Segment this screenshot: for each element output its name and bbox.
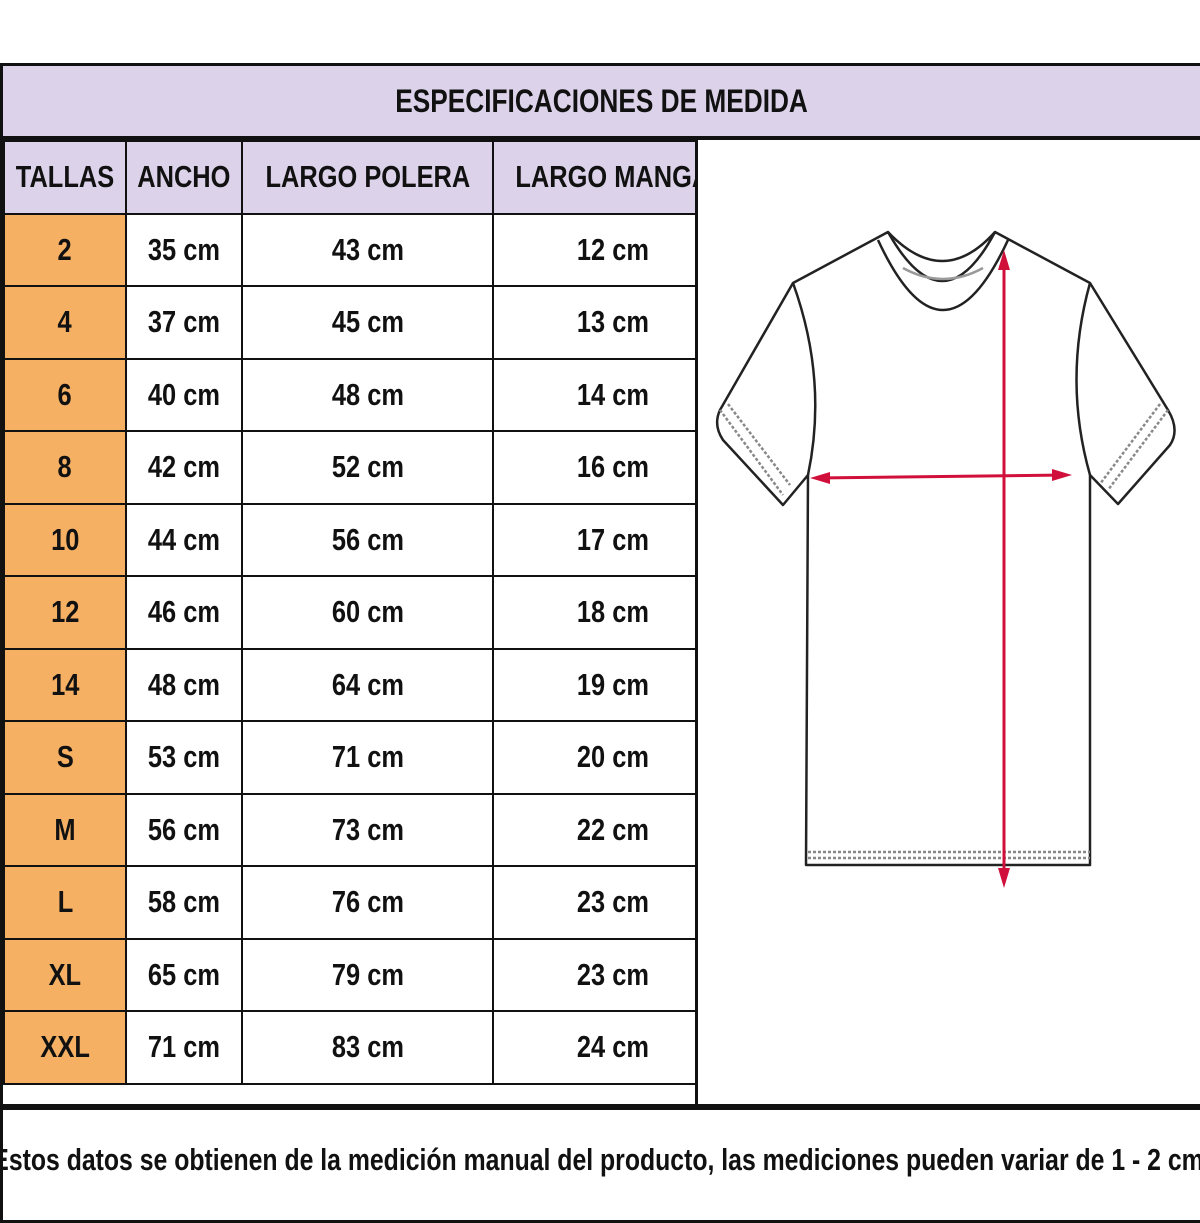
measurement-cell: 46 cm <box>124 575 243 650</box>
measurement-cell: 44 cm <box>124 502 243 577</box>
table-row: 6 40 cm 48 cm 14 cm <box>3 357 735 432</box>
table-row: 10 44 cm 56 cm 17 cm <box>3 502 735 577</box>
size-cell: M <box>3 792 127 867</box>
measurement-cell: 73 cm <box>240 792 495 867</box>
measurement-cell: 23 cm <box>492 937 735 1012</box>
measurement-cell: 56 cm <box>240 502 495 577</box>
table-row: M 56 cm 73 cm 22 cm <box>3 792 735 867</box>
measurement-cell: 71 cm <box>240 720 495 795</box>
measurement-cell: 22 cm <box>492 792 735 867</box>
table-row: L 58 cm 76 cm 23 cm <box>3 865 735 940</box>
measurement-cell: 13 cm <box>492 285 735 360</box>
measurement-cell: 40 cm <box>124 357 243 432</box>
size-cell: 2 <box>3 212 127 287</box>
measurement-cell: 16 cm <box>492 430 735 505</box>
page-title: ESPECIFICACIONES DE MEDIDA <box>3 66 1200 140</box>
column-header: TALLAS <box>3 140 127 215</box>
measurement-cell: 42 cm <box>124 430 243 505</box>
size-cell: 10 <box>3 502 127 577</box>
column-header: LARGO MANGA <box>492 140 735 215</box>
measurement-cell: 45 cm <box>240 285 495 360</box>
divider <box>0 1104 1200 1110</box>
title-text: ESPECIFICACIONES DE MEDIDA <box>395 82 808 119</box>
measurement-cell: 64 cm <box>240 647 495 722</box>
column-header: LARGO POLERA <box>240 140 495 215</box>
measurement-cell: 65 cm <box>124 937 243 1012</box>
measurement-cell: 20 cm <box>492 720 735 795</box>
table-row: 14 48 cm 64 cm 19 cm <box>3 647 735 722</box>
measurement-cell: 79 cm <box>240 937 495 1012</box>
size-cell: S <box>3 720 127 795</box>
size-cell: 14 <box>3 647 127 722</box>
footer-text: Estos datos se obtienen de la medición m… <box>0 1142 1200 1177</box>
size-cell: XXL <box>3 1010 127 1085</box>
tshirt-measurement-icon <box>715 230 1176 888</box>
measurement-cell: 14 cm <box>492 357 735 432</box>
measurement-cell: 23 cm <box>492 865 735 940</box>
size-cell: XL <box>3 937 127 1012</box>
table-row: XXL 71 cm 83 cm 24 cm <box>3 1010 735 1085</box>
measurement-cell: 76 cm <box>240 865 495 940</box>
measurement-cell: 17 cm <box>492 502 735 577</box>
footer-note: Estos datos se obtienen de la medición m… <box>0 1110 1200 1210</box>
size-cell: 12 <box>3 575 127 650</box>
tshirt-illustration <box>695 140 1200 1105</box>
table-row: 8 42 cm 52 cm 16 cm <box>3 430 735 505</box>
size-cell: 4 <box>3 285 127 360</box>
column-header: ANCHO <box>124 140 243 215</box>
measurement-cell: 83 cm <box>240 1010 495 1085</box>
table-row: XL 65 cm 79 cm 23 cm <box>3 937 735 1012</box>
measurement-cell: 48 cm <box>240 357 495 432</box>
measurement-cell: 71 cm <box>124 1010 243 1085</box>
table-row: 2 35 cm 43 cm 12 cm <box>3 212 735 287</box>
table-row: 12 46 cm 60 cm 18 cm <box>3 575 735 650</box>
table-row: S 53 cm 71 cm 20 cm <box>3 720 735 795</box>
table-row: 4 37 cm 45 cm 13 cm <box>3 285 735 360</box>
measurement-cell: 53 cm <box>124 720 243 795</box>
measurement-cell: 56 cm <box>124 792 243 867</box>
measurement-cell: 60 cm <box>240 575 495 650</box>
measurement-cell: 35 cm <box>124 212 243 287</box>
measurement-cell: 18 cm <box>492 575 735 650</box>
size-cell: 8 <box>3 430 127 505</box>
size-cell: 6 <box>3 357 127 432</box>
measurement-cell: 24 cm <box>492 1010 735 1085</box>
measurement-cell: 58 cm <box>124 865 243 940</box>
measurement-cell: 12 cm <box>492 212 735 287</box>
measurement-cell: 43 cm <box>240 212 495 287</box>
measurement-cell: 37 cm <box>124 285 243 360</box>
size-cell: L <box>3 865 127 940</box>
measurement-cell: 19 cm <box>492 647 735 722</box>
measurement-cell: 52 cm <box>240 430 495 505</box>
table-header: TALLAS ANCHO LARGO POLERA LARGO MANGA <box>3 140 735 215</box>
measurement-cell: 48 cm <box>124 647 243 722</box>
